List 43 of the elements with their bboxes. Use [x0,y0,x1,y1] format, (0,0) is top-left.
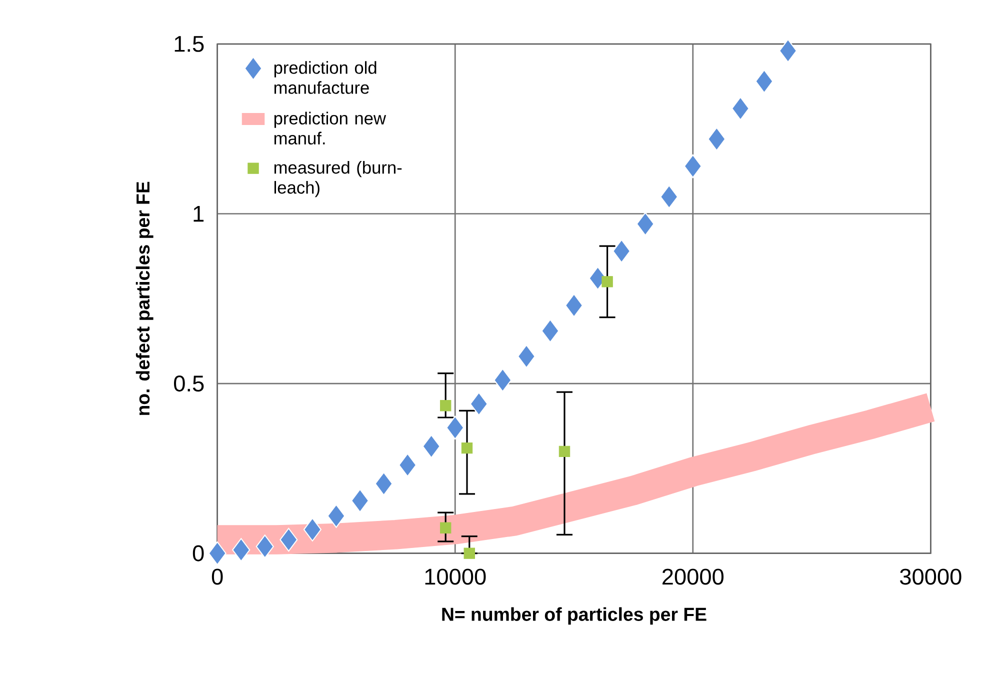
point [470,392,488,416]
point [232,538,250,562]
point [440,522,452,534]
y-tick-label: 0 [192,545,204,562]
point [374,472,393,496]
point [350,488,370,513]
point [602,276,613,288]
point [684,154,702,178]
x-tick-label: 20000 [662,568,724,585]
point [612,239,631,263]
point [558,446,570,458]
point [303,518,322,542]
point [541,319,560,343]
point [564,294,584,318]
legend-label: measured (burn-leach) [274,160,402,198]
point [398,453,417,477]
y-tick-label: 1.5 [174,36,204,52]
point [731,96,750,120]
point [280,528,298,552]
point [446,416,464,440]
legend-label: prediction old manufacture [274,61,376,94]
y-tick-label: 1 [194,206,204,222]
y-tick-label: 0.5 [174,376,204,392]
x-axis-title: N= number of particles per FE [442,607,706,625]
point [256,534,274,558]
point [208,541,226,566]
x-tick-label: 30000 [900,568,962,585]
point [660,184,678,209]
x-tick-label: 10000 [425,568,486,585]
point [517,344,536,368]
legend-label: prediction new manuf. [274,112,386,145]
point [778,38,798,63]
point [422,434,440,458]
point [464,548,475,559]
x-tick-label: 0 [212,568,223,585]
point [327,504,346,528]
point [708,127,726,151]
point [494,368,512,392]
y-axis-title: no. defect particles per FE [136,182,154,415]
point [440,400,452,412]
point [636,212,654,236]
point [755,69,774,94]
point [461,442,473,454]
